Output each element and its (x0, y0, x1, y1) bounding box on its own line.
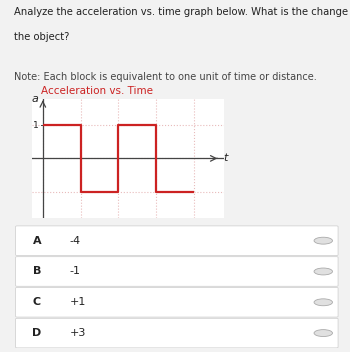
FancyBboxPatch shape (16, 257, 338, 286)
FancyBboxPatch shape (16, 288, 338, 317)
Text: t: t (223, 153, 228, 163)
Text: +1: +1 (70, 297, 86, 307)
Text: Note: Each block is equivalent to one unit of time or distance.: Note: Each block is equivalent to one un… (14, 73, 317, 82)
Text: 1: 1 (33, 121, 38, 130)
Text: Analyze the acceleration vs. time graph below. What is the change in velocity of: Analyze the acceleration vs. time graph … (14, 7, 350, 17)
Text: C: C (33, 297, 41, 307)
Text: Acceleration vs. Time: Acceleration vs. Time (41, 86, 153, 96)
FancyBboxPatch shape (16, 318, 338, 348)
Circle shape (314, 329, 332, 337)
Text: D: D (33, 328, 42, 338)
Text: a: a (31, 94, 38, 104)
Text: A: A (33, 236, 41, 246)
Text: +3: +3 (70, 328, 86, 338)
Circle shape (314, 237, 332, 244)
FancyBboxPatch shape (16, 226, 338, 256)
Text: -4: -4 (70, 236, 81, 246)
Text: the object?: the object? (14, 32, 69, 42)
Text: B: B (33, 266, 41, 276)
Circle shape (314, 268, 332, 275)
Circle shape (314, 299, 332, 306)
Text: -1: -1 (70, 266, 81, 276)
